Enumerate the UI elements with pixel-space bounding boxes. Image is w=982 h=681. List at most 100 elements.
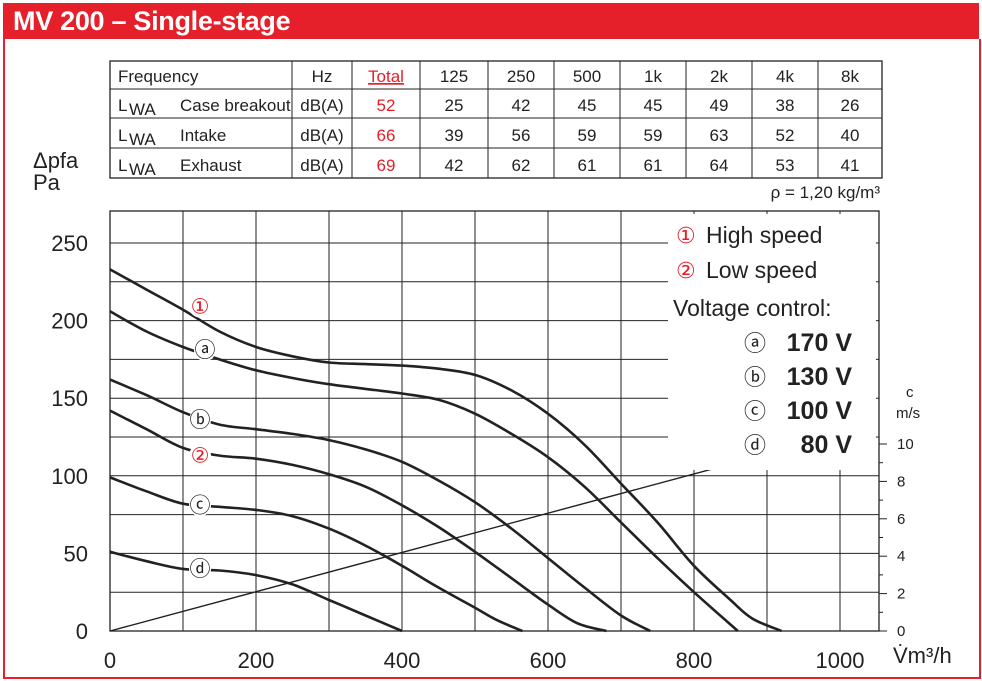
series-marker-bg [189,557,211,580]
plot-border [109,210,880,632]
table-row-value: 62 [512,156,531,175]
table-header-cell: 1k [644,67,662,86]
series-line-6 [109,550,403,633]
table-header-cell: Hz [312,67,333,86]
table-row-unit: dB(A) [300,156,343,175]
table-row-symbol: L [118,126,127,145]
velocity-tick-label: 6 [897,511,905,528]
frame-border [3,39,981,679]
legend-voltage-marker: ⓒ [744,400,766,425]
velocity-tick-label: 10 [897,436,914,453]
chart-series: ① ⓐ ⓑ ② ⓒ ⓓ [109,268,841,633]
table-row-value: 52 [776,126,795,145]
table-row-unit: dB(A) [300,96,343,115]
table-row-value: 56 [512,126,531,145]
table-row-value: 45 [578,96,597,115]
velocity-tick-label: 2 [897,586,905,603]
series-marker-bg [189,295,211,318]
y-tick-label: 100 [51,464,88,489]
series-marker-label: ⓒ [190,493,211,517]
table-header-frequency: Frequency [118,67,199,86]
x-tick-label: 1000 [816,648,865,673]
table-header-cell: 2k [710,67,728,86]
sound-table: Frequency Hz Total 125 250 500 1k 2k 4k 8kL WA Case… [109,60,883,202]
series-marker-bg [189,444,211,467]
table-row-value: 49 [710,96,729,115]
table-row-total: 52 [377,96,396,115]
series-line-2 [109,310,739,632]
table-row-symbol: L [118,96,127,115]
legend-low-label: Low speed [706,257,817,283]
table-row-value: 25 [445,96,464,115]
x-tick-label: 600 [530,648,567,673]
table-row-value: 53 [776,156,795,175]
table-row-value: 42 [445,156,464,175]
y-tick-label: 250 [51,231,88,256]
series-marker-label: ② [191,444,210,468]
legend-low-marker: ② [676,259,696,284]
y-tick-label: 0 [76,619,88,644]
y-tick-label: 200 [51,309,88,334]
table-row-subscript: WA [129,130,156,149]
table-header-cell: 500 [573,67,601,86]
table-row-label: Intake [180,126,226,145]
series-marker-label: ① [191,295,210,319]
x-tick-label: 400 [384,648,421,673]
y-tick-label: 50 [64,541,88,566]
series-marker-bg [189,408,211,431]
series-marker-label: ⓑ [190,408,211,432]
chart-axes: 0 200 400 600 800 1000050100150200250ΔpfaPaV̇… [33,148,952,673]
series-marker-bg [189,494,211,517]
legend-voltage-label: 170 V [787,329,853,357]
table-header-cell: 4k [776,67,794,86]
series-marker-label: ⓐ [195,338,216,362]
y-tick-label: 150 [51,386,88,411]
legend-voltage-label: 80 V [801,431,853,459]
table-header-cell: 250 [507,67,535,86]
legend-background [668,214,876,470]
table-row-value: 42 [512,96,531,115]
table-row-value: 59 [644,126,663,145]
table-row-value: 61 [578,156,597,175]
table-header-cell: 125 [440,67,468,86]
page-title: MV 200 – Single-stage [13,6,291,36]
legend-voltage-title: Voltage control: [673,295,832,321]
legend-voltage-marker: ⓓ [744,434,766,459]
table-row-label: Exhaust [180,156,242,175]
table-row-value: 45 [644,96,663,115]
x-tick-label: 0 [104,648,116,673]
legend-voltage-marker: ⓑ [744,366,766,391]
table-row-value: 64 [710,156,729,175]
density-note: ρ = 1,20 kg/m³ [771,183,881,202]
legend-voltage-marker: ⓐ [744,332,766,357]
series-line-5 [109,476,524,633]
table-row-value: 59 [578,126,597,145]
velocity-tick-label: 0 [897,623,905,640]
table-row-subscript: WA [129,100,156,119]
table-row-value: 63 [710,126,729,145]
y-axis-unit: Pa [33,170,61,195]
chart-legend: ① High speed ② Low speed Voltage control: ⓐ 17… [668,214,876,470]
table-row-symbol: L [118,156,127,175]
table-border [109,60,883,179]
velocity-tick-label: 8 [897,473,905,490]
title-bar: MV 200 – Single-stage [3,3,979,39]
legend-high-marker: ① [676,224,696,249]
table-header-cell: 8k [841,67,859,86]
legend-high-label: High speed [706,222,822,248]
x-axis-label: V̇m³/h [893,643,952,668]
table-row-subscript: WA [129,160,156,179]
x-tick-label: 800 [676,648,713,673]
series-marker-label: ⓓ [190,557,211,581]
table-row-unit: dB(A) [300,126,343,145]
velocity-tick-label: 4 [897,548,905,565]
table-row-value: 40 [841,126,860,145]
series-marker-bg [194,339,216,362]
y-axis-label: Δpfa [33,148,79,173]
velocity-unit: m/s [896,405,920,422]
series-line-4 [109,409,607,633]
legend-voltage-label: 100 V [787,397,853,425]
table-header-cell: Total [368,67,404,86]
